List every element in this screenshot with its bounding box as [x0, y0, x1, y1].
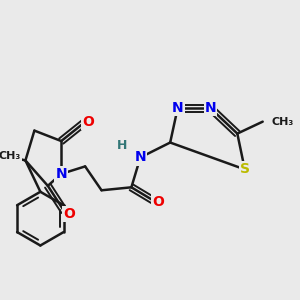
Text: N: N [205, 101, 216, 115]
Text: O: O [63, 207, 75, 221]
Text: N: N [172, 101, 184, 115]
Text: CH₃: CH₃ [0, 151, 21, 161]
Text: O: O [82, 115, 94, 129]
Text: O: O [152, 195, 164, 209]
Text: CH₃: CH₃ [272, 117, 294, 127]
Text: N: N [56, 167, 67, 181]
Text: S: S [240, 162, 250, 176]
Text: N: N [134, 151, 146, 164]
Text: H: H [117, 139, 128, 152]
